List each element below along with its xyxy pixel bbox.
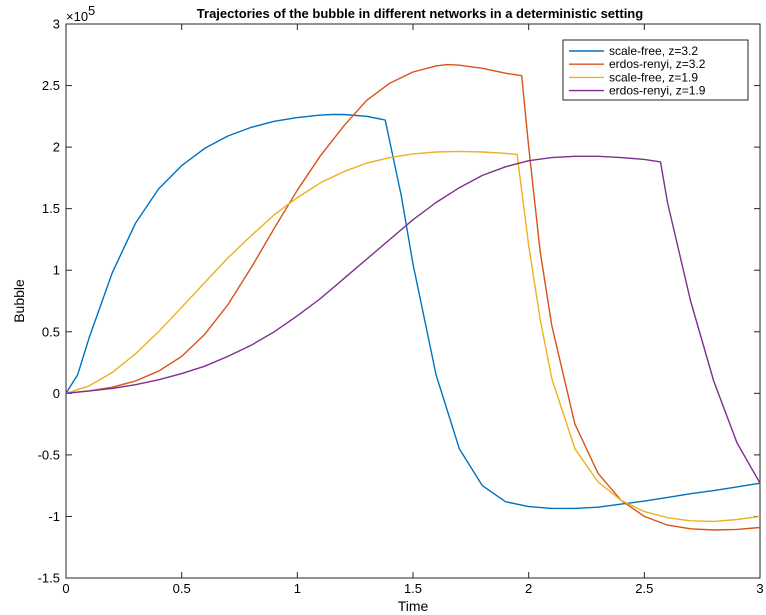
chart-title: Trajectories of the bubble in different … [197,6,643,21]
y-tick-label: 3 [53,17,60,32]
series-line-2 [65,63,761,531]
y-tick-label: 0 [53,386,60,401]
series-line-4 [65,155,761,484]
y-multiplier-exponent: 5 [88,3,95,18]
x-axis-ticks: 0 0.5 1 1.5 2 2.5 3 [62,24,764,596]
x-tick-label: 2.5 [635,581,653,596]
y-tick-label: 2 [53,140,60,155]
legend-label-1: scale-free, z=3.2 [609,44,698,58]
y-axis-ticks: -1.5 -1 -0.5 0 0.5 1 1.5 2 2.5 3 [38,17,760,586]
legend-label-2: erdos-renyi, z=3.2 [609,57,706,71]
x-tick-label: 3 [756,581,763,596]
y-tick-label: 1 [53,263,60,278]
y-axis-multiplier: ×10 5 [66,3,95,24]
y-tick-label: 2.5 [42,78,60,93]
x-tick-label: 2 [525,581,532,596]
series-lines [65,63,761,531]
legend-label-3: scale-free, z=1.9 [609,70,698,84]
x-axis-label: Time [398,598,429,614]
y-tick-label: 1.5 [42,201,60,216]
series-line-3 [65,150,761,523]
legend-label-4: erdos-renyi, z=1.9 [609,84,706,98]
y-tick-label: -1 [48,509,60,524]
y-tick-label: -0.5 [38,447,60,462]
y-tick-label: -1.5 [38,571,60,586]
x-tick-label: 0 [62,581,69,596]
y-tick-label: 0.5 [42,324,60,339]
x-tick-label: 1 [294,581,301,596]
y-axis-label: Bubble [11,279,27,323]
series-line-1 [65,113,761,510]
x-tick-label: 0.5 [173,581,191,596]
x-tick-label: 1.5 [404,581,422,596]
y-multiplier-base: ×10 [66,9,88,24]
plot-area [65,23,761,579]
